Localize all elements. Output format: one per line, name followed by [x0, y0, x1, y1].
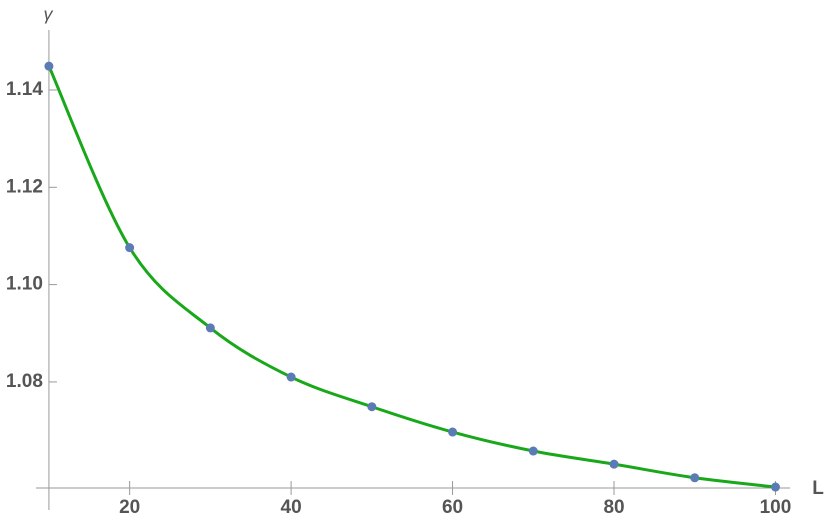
- y-tick-label: 1.12: [6, 176, 43, 197]
- point: [125, 243, 135, 253]
- point: [528, 446, 538, 456]
- point: [448, 427, 458, 437]
- x-axis-label: L: [812, 478, 824, 499]
- fit-curve: [47, 65, 776, 489]
- point: [205, 323, 215, 333]
- point: [690, 473, 700, 483]
- point: [770, 482, 780, 492]
- point: [609, 459, 619, 469]
- x-tick-label: 80: [603, 497, 624, 518]
- x-tick-label: 40: [281, 497, 302, 518]
- y-axis-label: γ: [44, 4, 54, 24]
- x-tick-label: 100: [760, 497, 792, 518]
- x-tick-label: 20: [119, 497, 140, 518]
- point: [286, 372, 296, 382]
- point: [367, 402, 377, 412]
- y-tick-label: 1.08: [6, 371, 43, 392]
- x-tick-label: 60: [442, 497, 463, 518]
- point: [44, 61, 54, 71]
- y-tick-label: 1.14: [6, 79, 43, 100]
- y-tick-label: 1.10: [6, 274, 43, 295]
